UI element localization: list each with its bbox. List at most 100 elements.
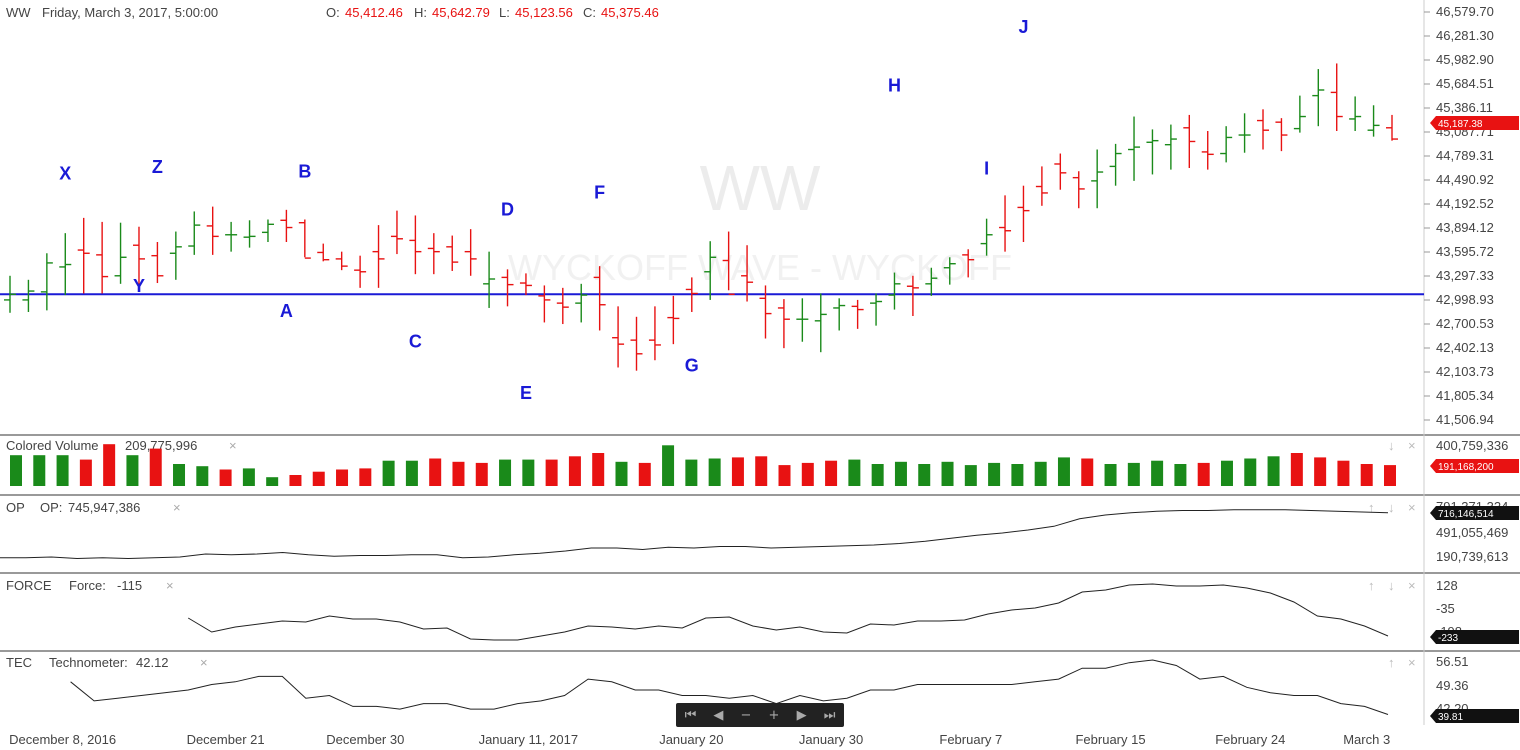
ohlc-bar [759, 285, 772, 339]
x-axis-label: March 3 [1343, 732, 1390, 747]
ohlc-bar [1367, 105, 1380, 137]
price-axis[interactable]: 46,579.70 46,281.30 45,982.90 45,684.51 45,3… [1424, 4, 1494, 427]
volume-axis-top: 400,759,336 [1436, 438, 1508, 453]
up-arrow-icon[interactable]: ↑ [1388, 655, 1395, 670]
ohlc-bar [870, 293, 883, 326]
close-icon[interactable]: × [229, 438, 237, 453]
volume-bar [848, 459, 861, 486]
ohlc-bar [501, 269, 514, 307]
up-arrow-icon[interactable]: ↑ [1368, 500, 1375, 515]
volume-bar [219, 469, 232, 486]
volume-bar [499, 459, 512, 486]
l-value: 45,123.56 [515, 5, 573, 20]
price-tick-label: 41,805.34 [1436, 388, 1494, 403]
volume-bars [10, 444, 1396, 486]
wave-label-a: A [280, 301, 293, 321]
ohlc-bar [814, 293, 827, 353]
volume-bar [56, 455, 69, 486]
volume-bar [825, 460, 838, 486]
x-axis-label: December 8, 2016 [9, 732, 116, 747]
volume-bar [871, 464, 884, 486]
ohlc-bar [777, 299, 790, 349]
x-axis-label: January 11, 2017 [479, 732, 579, 747]
close-icon[interactable]: × [166, 578, 174, 593]
down-arrow-icon[interactable]: ↓ [1388, 438, 1395, 453]
ohlc-bar [483, 251, 496, 308]
price-tick-label: 44,192.52 [1436, 196, 1494, 211]
datetime-label: Friday, March 3, 2017, 5:00:00 [42, 5, 218, 20]
ohlc-bar [298, 219, 311, 259]
volume-value: 209,775,996 [125, 438, 197, 453]
wave-label-i: I [984, 158, 989, 178]
current-price-tag: 45,187.38 [1430, 116, 1519, 130]
next-icon[interactable]: ▶ [796, 707, 807, 723]
ohlc-bar [169, 231, 182, 280]
ohlc-bar [593, 266, 606, 331]
price-tick-label: 46,579.70 [1436, 4, 1494, 19]
volume-bar [615, 461, 628, 486]
x-axis-label: January 20 [659, 732, 723, 747]
volume-bar [10, 455, 22, 486]
volume-bar [568, 456, 581, 486]
volume-bar [1290, 453, 1303, 486]
ohlc-bar [1146, 129, 1159, 175]
last-icon[interactable]: ⏭ [823, 707, 836, 723]
wave-label-x: X [59, 163, 71, 183]
volume-bar [1174, 464, 1187, 486]
volume-bar [592, 453, 605, 486]
close-icon[interactable]: × [1408, 578, 1416, 593]
volume-bar [1314, 457, 1327, 486]
force-title: Force: [69, 578, 106, 593]
down-arrow-icon[interactable]: ↓ [1388, 500, 1395, 515]
volume-bar [1057, 457, 1070, 486]
ohlc-bar [1183, 114, 1196, 169]
volume-bar [964, 465, 977, 486]
up-arrow-icon[interactable]: ↑ [1368, 578, 1375, 593]
x-axis-label: December 21 [187, 732, 265, 747]
prev-icon[interactable]: ◀ [713, 707, 724, 723]
ohlc-bar [1220, 126, 1233, 163]
volume-bar [801, 462, 814, 486]
wave-label-d: D [501, 199, 514, 219]
volume-bar [103, 444, 116, 486]
tec-value: 42.12 [136, 655, 169, 670]
watermark: WW [700, 152, 821, 224]
zoom-in-icon[interactable]: + [768, 707, 780, 723]
ohlc-bar [667, 295, 680, 345]
h-label: H: [414, 5, 427, 20]
x-axis-label: February 15 [1075, 732, 1145, 747]
volume-bar [778, 465, 791, 486]
force-tag: -233 [1438, 633, 1458, 644]
wave-label-f: F [594, 183, 605, 203]
price-tick-label: 44,490.92 [1436, 172, 1494, 187]
force-tick: 128 [1436, 578, 1458, 593]
close-icon[interactable]: × [1408, 438, 1416, 453]
volume-bar [1011, 464, 1024, 486]
close-icon[interactable]: × [200, 655, 208, 670]
close-icon[interactable]: × [1408, 655, 1416, 670]
ohlc-bar [1257, 109, 1270, 150]
wave-label-b: B [298, 162, 311, 182]
volume-bar [941, 461, 954, 486]
volume-bar [638, 462, 651, 486]
down-arrow-icon[interactable]: ↓ [1388, 578, 1395, 593]
op-value: 745,947,386 [68, 500, 140, 515]
zoom-out-icon[interactable]: − [740, 707, 752, 723]
x-axis-label: December 30 [326, 732, 404, 747]
ohlc-bar [132, 226, 145, 292]
volume-bar [289, 475, 302, 486]
first-icon[interactable]: ⏮ [684, 707, 697, 723]
op-tick: 190,739,613 [1436, 549, 1508, 564]
volume-bar [545, 459, 558, 486]
op-name: OP [6, 500, 25, 515]
volume-bar [1267, 456, 1280, 486]
ohlc-bar [243, 220, 256, 248]
ohlc-bar [261, 219, 274, 243]
close-icon[interactable]: × [173, 500, 181, 515]
close-icon[interactable]: × [1408, 500, 1416, 515]
volume-tag: 191,168,200 [1438, 462, 1494, 473]
wave-label-c: C [409, 331, 422, 351]
ohlc-bars [4, 63, 1398, 371]
tec-tick: 49.36 [1436, 678, 1469, 693]
